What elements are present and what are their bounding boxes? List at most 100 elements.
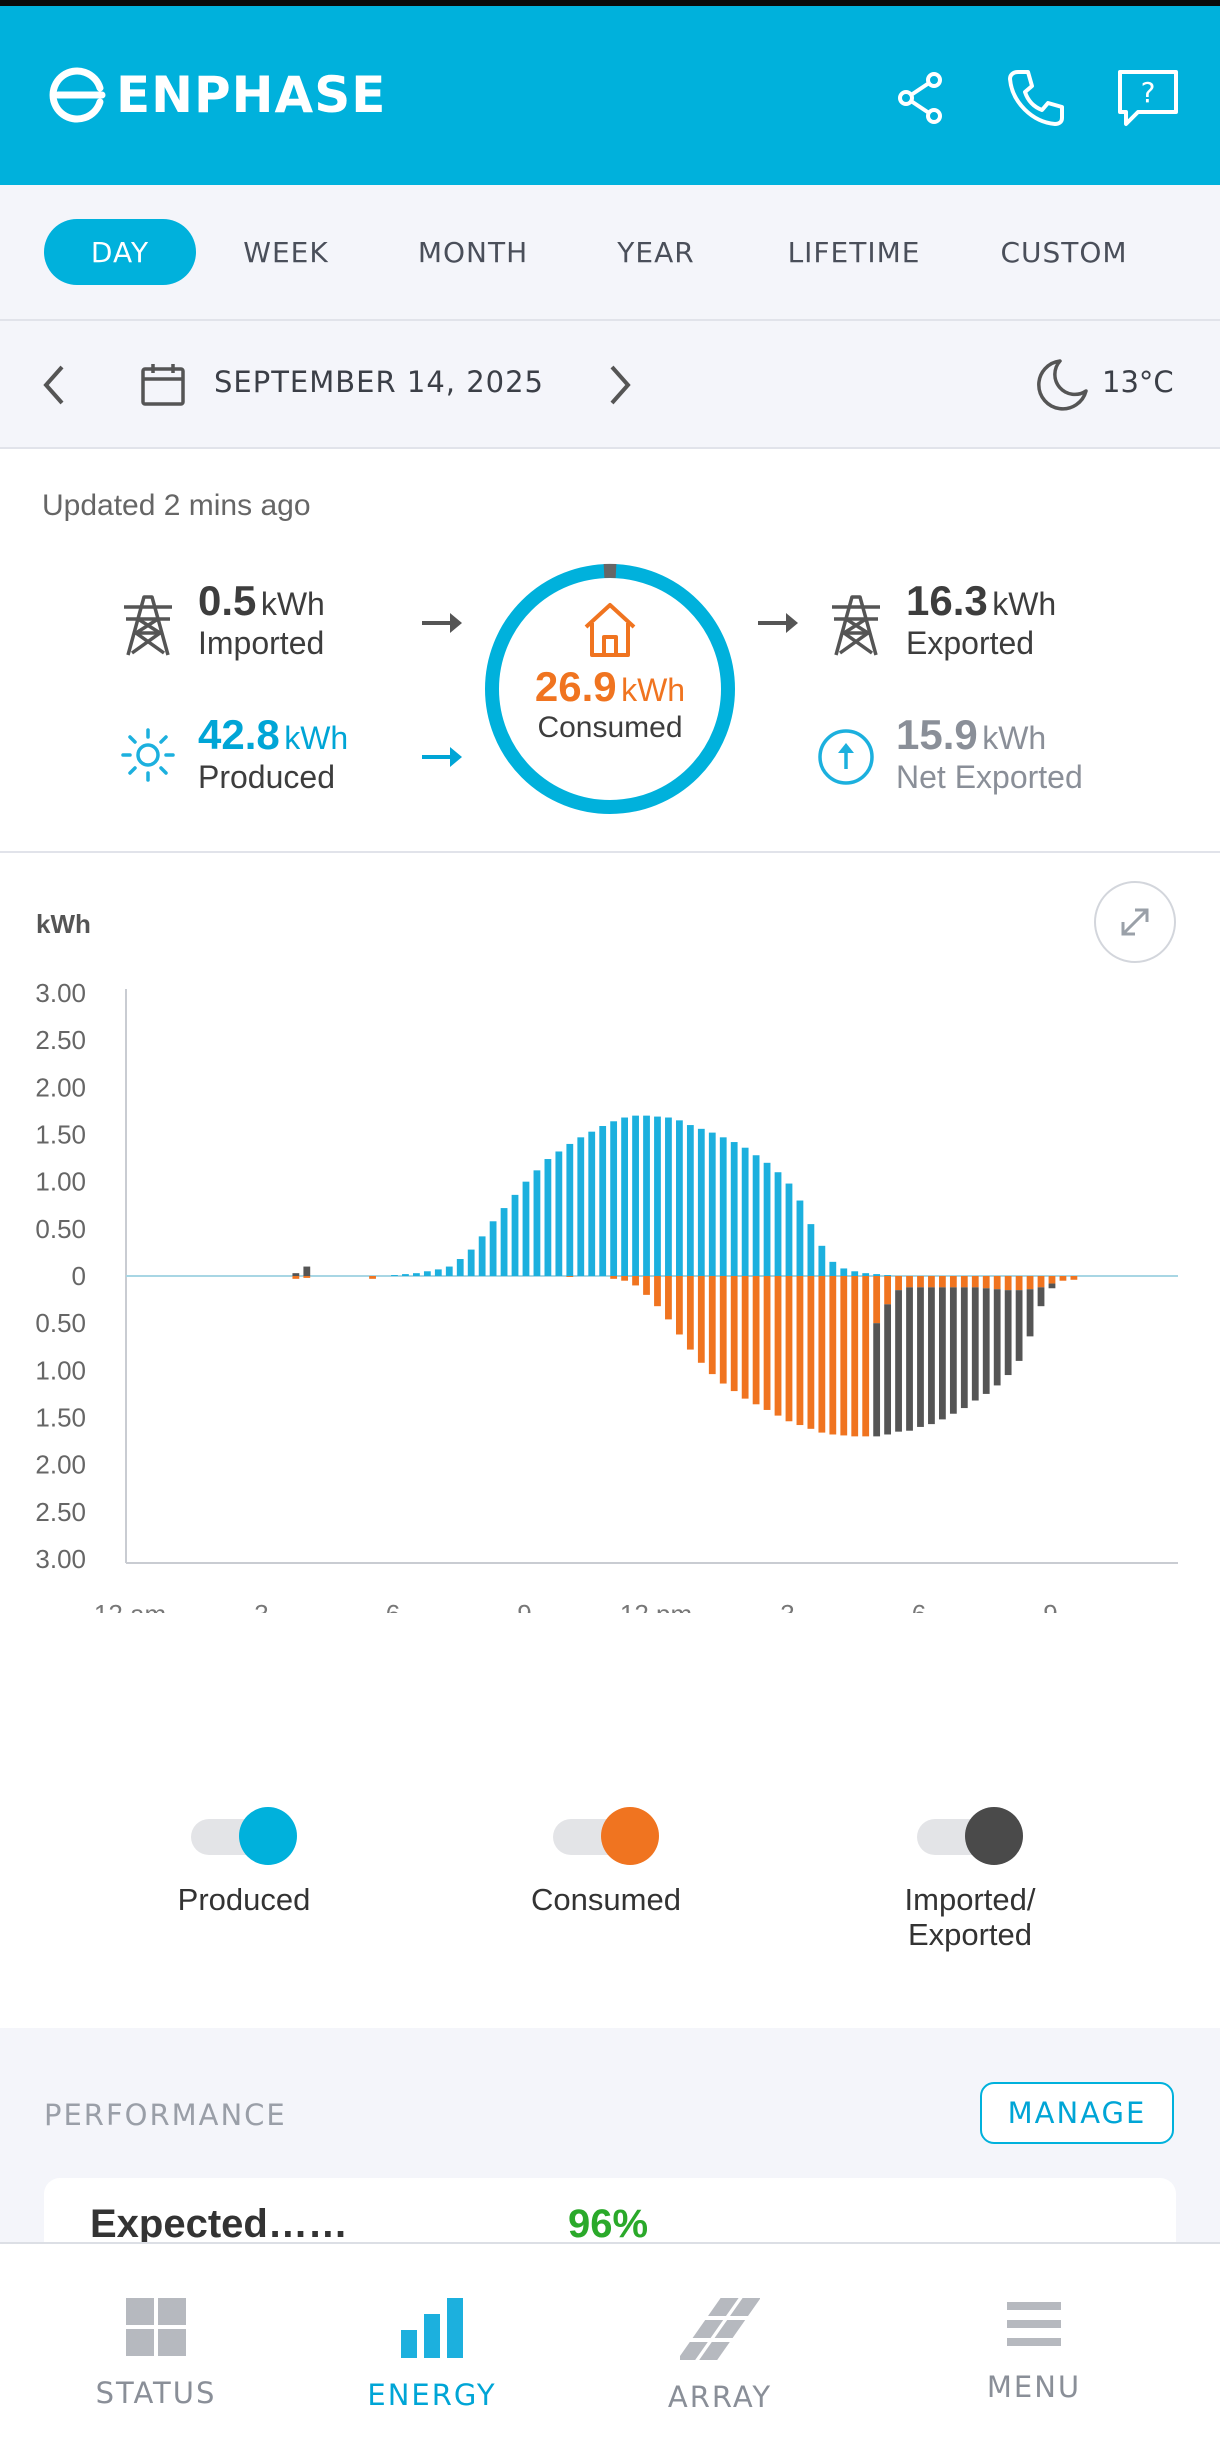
exported-bar xyxy=(971,1287,979,1401)
produced-bar xyxy=(632,1115,639,1276)
consumed-value: 26.9 xyxy=(534,663,617,710)
exported-stat: 16.3 kWh Exported xyxy=(906,577,1056,662)
grid-tower-icon xyxy=(832,595,880,656)
y-tick-label: 2.00 xyxy=(35,1450,86,1480)
consumed-bar xyxy=(971,1276,979,1288)
menu-lines-icon xyxy=(1007,2302,1061,2346)
consumed-bar xyxy=(654,1276,661,1307)
consumed-bar xyxy=(1037,1276,1045,1288)
imported-exported-toggle[interactable] xyxy=(917,1807,1023,1865)
enphase-logo-icon xyxy=(49,67,106,123)
produced-bar xyxy=(708,1132,716,1276)
exported-bar xyxy=(906,1287,913,1431)
consumed-toggle[interactable] xyxy=(553,1807,659,1865)
tab-week[interactable]: WEEK xyxy=(243,235,329,269)
exported-unit: kWh xyxy=(992,586,1057,622)
produced-bar xyxy=(763,1162,771,1276)
consumption-ring[interactable] xyxy=(482,561,738,817)
svg-text:?: ? xyxy=(1141,76,1156,109)
produced-bar xyxy=(402,1274,409,1276)
calendar-icon[interactable] xyxy=(140,361,186,407)
phone-icon[interactable] xyxy=(1004,66,1068,130)
selected-date[interactable]: SEPTEMBER 14, 2025 xyxy=(214,365,545,399)
consumed-bar xyxy=(763,1276,771,1410)
performance-card-label: Expected…… xyxy=(90,2202,348,2246)
nav-menu-label: MENU xyxy=(986,2370,1082,2404)
nav-array[interactable]: ARRAY xyxy=(600,2296,840,2414)
array-panels-icon xyxy=(680,2298,760,2360)
manage-button[interactable]: MANAGE xyxy=(980,2082,1174,2144)
produced-bar xyxy=(456,1259,464,1276)
produced-bar xyxy=(654,1116,661,1276)
exported-bar xyxy=(993,1289,1001,1386)
consumed-bar xyxy=(752,1276,760,1405)
produced-bar xyxy=(621,1117,629,1276)
consumed-bar xyxy=(1059,1276,1067,1281)
consumed-stat: 26.9 kWh Consumed xyxy=(482,663,738,746)
nav-status[interactable]: STATUS xyxy=(36,2296,276,2410)
consumed-bar xyxy=(960,1276,968,1288)
nav-energy-label: ENERGY xyxy=(367,2378,497,2412)
produced-bar xyxy=(544,1159,552,1276)
tab-lifetime[interactable]: LIFETIME xyxy=(787,235,921,269)
moon-icon xyxy=(1037,359,1088,411)
energy-bar-chart[interactable]: 3.00 2.50 2.00 1.50 1.00 0.50 0 0.50 1.00 1.50 2.0… xyxy=(0,973,1220,1613)
produced-bar xyxy=(862,1273,870,1276)
exported-bar xyxy=(917,1287,924,1427)
legend-imported-exported[interactable]: Imported/ Exported xyxy=(820,1807,1120,1952)
performance-card-percent: 96% xyxy=(568,2202,649,2246)
expand-chart-button[interactable] xyxy=(1094,881,1176,963)
produced-bar xyxy=(522,1181,530,1276)
produced-bar xyxy=(555,1151,563,1276)
produced-value: 42.8 xyxy=(198,711,280,758)
net-exported-label: Net Exported xyxy=(896,759,1083,796)
help-icon[interactable]: ? xyxy=(1116,66,1180,130)
y-tick-label: 1.50 xyxy=(35,1120,86,1150)
produced-bar xyxy=(807,1224,815,1276)
legend-consumed[interactable]: Consumed xyxy=(456,1807,756,1918)
consumed-bar xyxy=(1026,1276,1034,1290)
y-tick-label: 2.50 xyxy=(35,1025,86,1055)
nav-energy[interactable]: ENERGY xyxy=(312,2296,552,2412)
produced-bar xyxy=(489,1221,497,1276)
produced-bar xyxy=(445,1266,453,1276)
consumed-bar xyxy=(730,1276,738,1392)
y-tick-label: 3.00 xyxy=(35,1544,86,1574)
performance-title: PERFORMANCE xyxy=(44,2098,287,2132)
produced-bar xyxy=(423,1271,431,1276)
consumed-bar xyxy=(774,1276,782,1416)
sun-icon xyxy=(121,728,175,782)
tab-month[interactable]: MONTH xyxy=(417,235,529,269)
produced-bar xyxy=(884,1275,892,1276)
produced-toggle[interactable] xyxy=(191,1807,297,1865)
chevron-right-icon[interactable] xyxy=(602,363,636,407)
consumed-bar xyxy=(566,1276,574,1277)
produced-bar xyxy=(643,1115,650,1276)
consumed-bar xyxy=(938,1276,946,1288)
nav-menu[interactable]: MENU xyxy=(914,2296,1154,2404)
tab-day[interactable]: DAY xyxy=(44,219,196,285)
consumed-bar xyxy=(895,1276,902,1291)
legend-consumed-label: Consumed xyxy=(531,1882,681,1917)
consumed-bar xyxy=(632,1276,639,1286)
tab-custom[interactable]: CUSTOM xyxy=(1000,235,1128,269)
produced-bar xyxy=(533,1170,541,1276)
produced-bar xyxy=(566,1143,574,1276)
performance-section: PERFORMANCE MANAGE Expected…… 96% xyxy=(0,2028,1220,2258)
exported-bar xyxy=(1004,1290,1012,1376)
chevron-left-icon[interactable] xyxy=(38,363,72,407)
y-tick-label: 2.50 xyxy=(35,1497,86,1527)
legend-produced[interactable]: Produced xyxy=(94,1807,394,1918)
share-icon[interactable] xyxy=(888,66,952,130)
produced-bar xyxy=(774,1172,782,1276)
consumed-bar xyxy=(643,1276,650,1295)
produced-bar xyxy=(467,1249,475,1276)
imported-bar xyxy=(292,1273,300,1276)
consumed-bar xyxy=(675,1276,683,1335)
consumed-bar xyxy=(884,1276,892,1305)
tab-year[interactable]: YEAR xyxy=(617,235,695,269)
produced-bar xyxy=(741,1147,749,1276)
consumed-bar xyxy=(1048,1276,1056,1284)
produced-bar xyxy=(873,1274,881,1276)
